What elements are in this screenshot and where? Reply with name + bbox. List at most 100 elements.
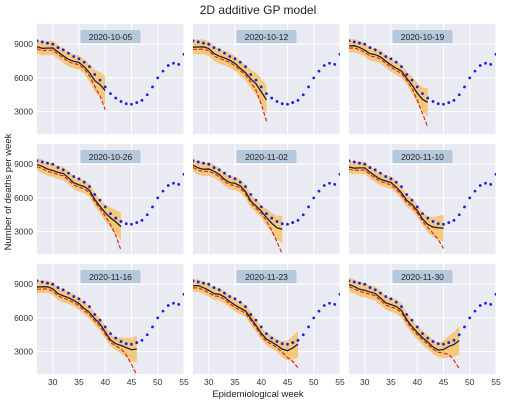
panel-label: 2020-11-30	[401, 272, 444, 282]
panel-label-box	[236, 270, 297, 283]
observed-point	[67, 171, 70, 175]
observed-point	[82, 180, 86, 184]
observed-point	[254, 198, 258, 202]
observed-point	[130, 222, 133, 226]
observed-point	[270, 336, 274, 340]
reported-deaths-line	[37, 288, 138, 374]
panel-label: 2020-11-10	[401, 152, 444, 162]
model-mean-line	[349, 166, 444, 229]
observed-point	[307, 205, 310, 209]
observed-point	[405, 313, 409, 316]
observed-point	[291, 101, 295, 104]
observed-point	[114, 96, 118, 100]
x-tick-label: 45	[283, 377, 293, 387]
observed-point	[193, 159, 195, 163]
observed-point	[238, 300, 242, 304]
observed-point	[373, 48, 377, 52]
observed-point	[352, 160, 356, 164]
observed-point	[161, 309, 165, 313]
observed-point	[40, 40, 44, 44]
observed-point	[259, 85, 263, 89]
y-tick-label: 9000	[14, 279, 33, 289]
observed-point	[394, 180, 398, 184]
observed-point	[463, 325, 466, 329]
observed-point	[249, 193, 253, 196]
x-tick-label: 30	[48, 377, 58, 387]
y-tick-label: 3000	[14, 107, 33, 117]
observed-point	[322, 304, 326, 307]
observed-point	[140, 338, 144, 342]
panel-2020-11-16: 2020-11-16 3000 6000 9000 30 35 40 45 50 55	[14, 264, 189, 387]
observed-point	[265, 332, 268, 335]
observed-point	[196, 160, 200, 164]
observed-point	[161, 69, 165, 73]
observed-point	[40, 160, 44, 164]
observed-point	[124, 222, 128, 226]
credible-band	[37, 39, 106, 105]
observed-point	[270, 216, 274, 220]
observed-point	[196, 280, 200, 284]
observed-point	[88, 185, 91, 189]
observed-point	[333, 183, 337, 186]
observed-point	[296, 98, 300, 102]
x-tick-label: 45	[439, 377, 449, 387]
observed-point	[301, 93, 305, 97]
observed-point	[259, 205, 263, 209]
observed-point	[317, 309, 321, 313]
observed-point	[410, 198, 414, 202]
x-tick-label: 40	[413, 377, 423, 387]
observed-point	[166, 64, 170, 67]
y-tick-label: 9000	[14, 159, 33, 169]
observed-point	[135, 341, 139, 344]
observed-point	[405, 193, 409, 196]
observed-point	[103, 205, 107, 209]
observed-point	[88, 305, 91, 309]
observed-point	[296, 338, 300, 342]
observed-point	[317, 189, 321, 193]
panel-label-box	[80, 30, 141, 43]
credible-band	[37, 157, 121, 241]
observed-point	[484, 61, 487, 65]
observed-point	[140, 98, 144, 102]
observed-point	[177, 183, 181, 186]
observed-point	[61, 168, 65, 172]
observed-point	[352, 280, 356, 284]
observed-point	[484, 181, 487, 185]
observed-point	[301, 213, 305, 217]
panel-2020-10-05: 2020-10-05 3000 6000 9000	[14, 24, 185, 134]
observed-point	[249, 73, 253, 76]
observed-point	[478, 184, 482, 187]
observed-point	[37, 279, 39, 283]
observed-point	[223, 291, 226, 295]
observed-point	[436, 102, 440, 106]
observed-point	[384, 55, 388, 58]
observed-point	[410, 318, 414, 322]
model-mean-line	[349, 45, 429, 103]
model-mean-line	[349, 283, 460, 351]
observed-point	[291, 221, 295, 224]
observed-point	[67, 291, 70, 295]
observed-point	[373, 288, 377, 292]
plot-content	[349, 277, 496, 369]
observed-point	[415, 205, 419, 209]
observed-point	[177, 63, 181, 66]
observed-point	[478, 64, 482, 67]
observed-point	[468, 316, 472, 320]
observed-point	[182, 172, 184, 176]
observed-point	[379, 51, 382, 55]
x-tick-label: 55	[491, 377, 501, 387]
x-tick-label: 30	[360, 377, 370, 387]
observed-point	[368, 166, 372, 169]
observed-point	[249, 313, 253, 316]
observed-point	[405, 73, 409, 76]
panel-label: 2020-10-05	[89, 32, 133, 42]
observed-point	[40, 280, 44, 284]
model-mean-line	[37, 163, 122, 228]
y-axis-label: Number of deaths per week	[3, 133, 14, 250]
credible-band	[349, 277, 460, 359]
observed-point	[254, 78, 258, 82]
observed-point	[352, 40, 356, 44]
observed-point	[473, 309, 477, 313]
reported-deaths-line	[349, 47, 429, 128]
observed-point	[156, 196, 160, 200]
